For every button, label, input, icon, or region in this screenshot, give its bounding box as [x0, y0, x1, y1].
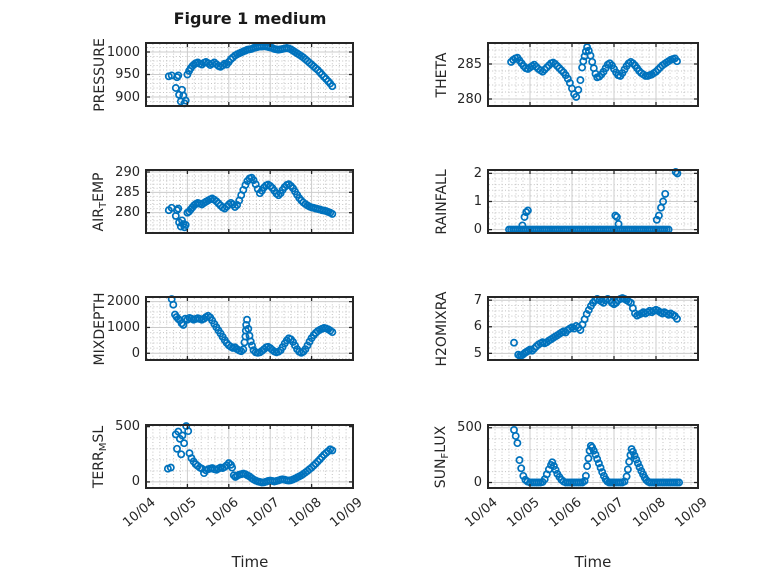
plot-border — [145, 169, 354, 234]
y-axis-label-theta: THETA — [434, 52, 450, 97]
subplot-mixdepth — [145, 295, 354, 361]
y-tick-label: 0 — [473, 222, 482, 238]
y-tick-label: 500 — [115, 419, 140, 435]
y-axis-label-sun_flux: SUNFLUX — [432, 425, 452, 488]
subplot-air-temp — [145, 169, 354, 234]
plot-area — [487, 424, 699, 489]
y-axis-label-pressure: PRESSURE — [92, 37, 108, 112]
data-points — [507, 43, 681, 101]
subplot-pressure — [145, 42, 354, 108]
data-points — [510, 425, 684, 487]
y-tick-label: 285 — [115, 184, 140, 200]
subplot-sun-flux — [487, 424, 699, 489]
data-points — [167, 295, 337, 357]
y-tick-label: 2 — [473, 165, 482, 181]
plot-area — [145, 42, 354, 108]
subplot-theta — [487, 42, 699, 107]
y-tick-label: 6 — [473, 319, 482, 335]
figure-title: Figure 1 medium — [173, 9, 327, 28]
plot-area — [145, 169, 354, 234]
x-axis-label-time-left: Time — [231, 553, 269, 571]
y-tick-label: 7 — [473, 292, 482, 308]
data-points — [164, 173, 337, 232]
y-tick-label: 1000 — [106, 319, 140, 335]
grid-minor — [147, 44, 352, 105]
grid-minor — [489, 426, 697, 487]
plot-border — [487, 169, 699, 234]
y-axis-label-h2omixra: H2OMIXRA — [434, 291, 450, 366]
y-tick-label: 5 — [473, 345, 482, 361]
data-points — [510, 294, 681, 360]
y-tick-label: 500 — [457, 420, 482, 436]
subplot-rainfall — [487, 168, 699, 234]
x-axis-label-time-right: Time — [574, 553, 612, 571]
plot-area — [487, 168, 699, 234]
plot-border — [145, 296, 354, 361]
y-tick-label: 1 — [473, 194, 482, 209]
y-tick-label: 280 — [457, 91, 482, 107]
plot-border — [487, 424, 699, 489]
y-tick-label: 285 — [457, 56, 482, 72]
plot-border — [487, 42, 699, 107]
grid-major — [489, 171, 697, 232]
y-axis-label-terr_msl: TERRMSL — [90, 425, 110, 488]
y-tick-label: 0 — [131, 474, 140, 490]
data-points — [164, 42, 337, 108]
y-tick-label: 0 — [473, 475, 482, 491]
y-axis-label-air_temp: AIRTEMP — [90, 172, 110, 231]
y-tick-label: 0 — [131, 345, 140, 361]
y-tick-label: 950 — [115, 67, 140, 82]
plot-border — [145, 424, 354, 489]
subplot-terr-msl — [145, 422, 354, 489]
plot-border — [145, 42, 354, 107]
y-tick-label: 2000 — [106, 294, 140, 310]
plot-area — [487, 42, 699, 107]
y-tick-label: 900 — [115, 89, 140, 105]
data-points — [163, 422, 337, 487]
y-tick-label: 1000 — [106, 44, 140, 60]
plot-area — [145, 295, 354, 361]
plot-area — [145, 422, 354, 489]
y-tick-label: 280 — [115, 205, 140, 221]
y-axis-label-rainfall: RAINFALL — [434, 168, 450, 235]
plot-area — [487, 294, 699, 361]
y-axis-label-mixdepth: MIXDEPTH — [92, 292, 108, 365]
y-tick-label: 290 — [115, 164, 140, 180]
plot-border — [487, 296, 699, 361]
subplot-h2omixra — [487, 294, 699, 361]
